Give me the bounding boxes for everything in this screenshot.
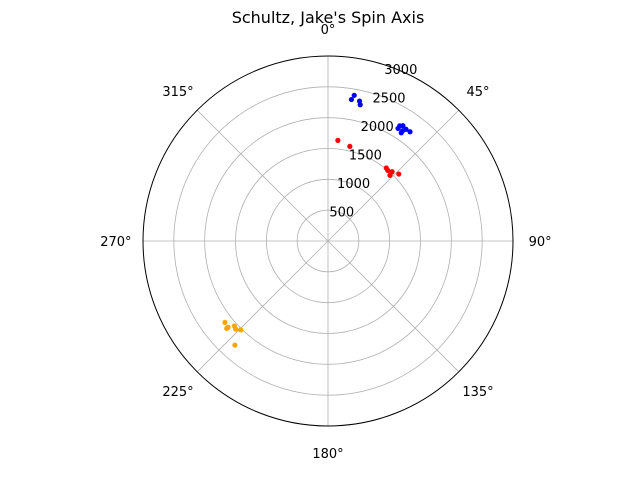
data-point — [348, 96, 355, 103]
data-point — [351, 92, 357, 98]
angular-gridline — [196, 240, 329, 373]
angular-gridline — [327, 240, 460, 373]
theta-tick-label: 270° — [100, 235, 131, 250]
theta-tick-label: 315° — [162, 85, 193, 100]
data-point — [396, 171, 402, 177]
data-point — [347, 143, 353, 149]
data-point — [398, 130, 404, 136]
data-point — [232, 342, 238, 348]
radial-tick-label: 3000 — [384, 63, 417, 78]
data-point — [222, 319, 228, 326]
angular-gridline — [196, 109, 329, 242]
radial-tick-label: 500 — [329, 206, 354, 221]
data-point — [403, 126, 409, 132]
tick-labels: 0° 45° 90° 135° 180° 225° 270° 315° 500 1000 1500 2… — [100, 23, 551, 462]
theta-tick-label: 135° — [462, 385, 493, 400]
data-point — [238, 327, 244, 333]
data-points — [222, 92, 413, 348]
theta-tick-label: 0° — [321, 23, 336, 38]
radial-tick-label: 2500 — [372, 92, 405, 107]
radial-tick-label: 1500 — [349, 149, 382, 164]
data-point — [335, 137, 341, 143]
radial-tick-label: 1000 — [337, 177, 370, 192]
data-point — [385, 167, 391, 174]
theta-tick-label: 90° — [529, 235, 552, 250]
data-point — [389, 169, 395, 175]
angular-gridline — [327, 109, 460, 242]
chart-title: Schultz, Jake's Spin Axis — [232, 8, 425, 27]
radial-tick-label: 2000 — [361, 120, 394, 135]
data-point — [357, 102, 363, 108]
theta-tick-label: 225° — [162, 385, 193, 400]
polar-grid — [142, 55, 514, 427]
data-point — [231, 323, 237, 329]
polar-frame — [142, 55, 514, 427]
data-point — [407, 129, 413, 135]
data-point — [400, 123, 406, 129]
theta-tick-label: 45° — [466, 85, 489, 100]
theta-tick-label: 180° — [312, 447, 343, 462]
data-point — [225, 324, 231, 330]
